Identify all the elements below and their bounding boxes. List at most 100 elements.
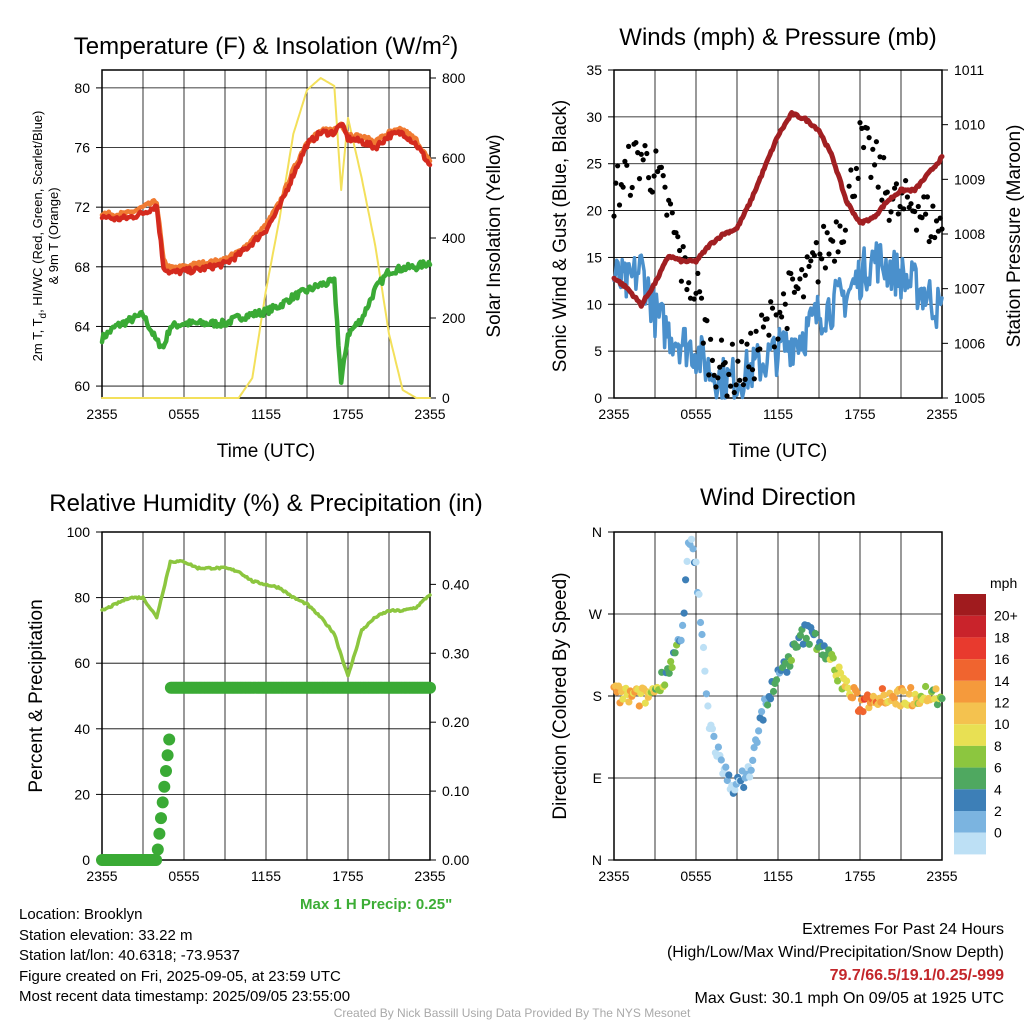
gust-point bbox=[658, 164, 665, 170]
y2-tick-label: 200 bbox=[442, 310, 466, 326]
colorbar-swatch bbox=[954, 594, 986, 616]
temperature-y2-label: Solar Insolation (Yellow) bbox=[484, 134, 505, 337]
gust-point bbox=[620, 184, 626, 190]
gust-point bbox=[691, 296, 697, 302]
gust-point bbox=[921, 194, 927, 200]
gust-point bbox=[933, 218, 940, 224]
gust-point bbox=[777, 309, 783, 315]
direction-point bbox=[614, 682, 623, 690]
direction-point bbox=[796, 631, 805, 639]
direction-point bbox=[772, 676, 781, 684]
y-tick-label: 76 bbox=[74, 140, 90, 156]
direction-point bbox=[758, 708, 766, 716]
y-tick-label: 80 bbox=[74, 590, 90, 606]
colorbar-label: 6 bbox=[994, 760, 1002, 776]
extremes-block: Extremes For Past 24 Hours (High/Low/Max… bbox=[667, 918, 1004, 1010]
x-tick-label: 1755 bbox=[844, 406, 875, 422]
plot-frame bbox=[101, 531, 431, 861]
y2-tick-label: 600 bbox=[442, 150, 466, 166]
direction-point bbox=[740, 783, 748, 792]
gust-point bbox=[799, 267, 805, 273]
x-tick-label: 0555 bbox=[168, 406, 199, 422]
direction-point bbox=[907, 684, 915, 692]
y-tick-label: W bbox=[589, 606, 603, 622]
gust-point bbox=[726, 371, 732, 377]
colorbar-label: 4 bbox=[994, 781, 1002, 797]
direction-point bbox=[753, 738, 761, 747]
recent-data-text: Most recent data timestamp: 2025/09/05 2… bbox=[19, 988, 351, 1005]
winds-y-label: Sonic Wind & Gust (Blue, Black) bbox=[550, 100, 571, 372]
gust-point bbox=[636, 176, 643, 182]
gust-point bbox=[728, 383, 734, 389]
gust-point bbox=[872, 162, 878, 168]
gust-point bbox=[626, 143, 632, 149]
gust-point bbox=[675, 234, 681, 240]
x-tick-label: 2355 bbox=[86, 406, 117, 422]
gust-point bbox=[811, 252, 818, 259]
humidity-line bbox=[100, 558, 432, 678]
x-tick-label: 1755 bbox=[332, 868, 363, 884]
direction-point bbox=[905, 690, 913, 698]
direction-y-label: Direction (Colored By Speed) bbox=[550, 572, 571, 819]
gust-point bbox=[851, 193, 858, 199]
direction-panel-title: Wind Direction bbox=[700, 484, 856, 511]
colorbar-swatch bbox=[954, 680, 986, 703]
direction-point bbox=[844, 684, 852, 692]
direction-point bbox=[802, 634, 810, 643]
gust-point bbox=[746, 364, 752, 370]
direction-point bbox=[932, 685, 940, 693]
direction-point bbox=[793, 643, 802, 651]
gust-point bbox=[797, 276, 803, 282]
direction-point bbox=[661, 681, 669, 689]
winds-panel-title: Winds (mph) & Pressure (mb) bbox=[619, 24, 936, 51]
direction-point bbox=[878, 685, 887, 693]
gust-point bbox=[884, 189, 890, 195]
y-tick-label: 100 bbox=[67, 524, 91, 540]
gust-point bbox=[706, 372, 712, 378]
gust-point bbox=[667, 201, 674, 207]
direction-point bbox=[848, 694, 857, 702]
direction-point bbox=[722, 763, 730, 771]
direction-point bbox=[787, 656, 796, 665]
gust-point bbox=[660, 173, 666, 179]
direction-point bbox=[746, 773, 754, 781]
gust-point bbox=[697, 289, 703, 295]
direction-point bbox=[641, 699, 649, 707]
direction-point bbox=[755, 727, 763, 735]
direction-point bbox=[708, 725, 717, 733]
direction-point bbox=[701, 667, 709, 675]
direction-point bbox=[692, 558, 700, 566]
elevation-text: Station elevation: 33.22 m bbox=[19, 926, 193, 944]
direction-point bbox=[710, 732, 718, 741]
x-tick-label: 1155 bbox=[763, 406, 793, 422]
gust-point bbox=[937, 215, 943, 221]
direction-point bbox=[682, 576, 690, 584]
colorbar-swatch bbox=[954, 724, 986, 746]
y-tick-label: 68 bbox=[74, 259, 90, 275]
y2-tick-label: 1010 bbox=[954, 117, 985, 133]
precip-point bbox=[161, 749, 174, 762]
gust-point bbox=[711, 372, 717, 378]
precip-point bbox=[153, 827, 166, 840]
max-precip-label: Max 1 H Precip: 0.25" bbox=[300, 896, 453, 913]
temperature-panel-title: Temperature (F) & Insolation (W/m2) bbox=[74, 32, 458, 60]
y-tick-label: 60 bbox=[74, 378, 90, 394]
gust-point bbox=[627, 192, 634, 198]
direction-point bbox=[714, 743, 723, 751]
gust-point bbox=[930, 203, 936, 209]
location-text: Location: Brooklyn bbox=[19, 906, 143, 923]
direction-point bbox=[783, 668, 791, 676]
gust-point bbox=[802, 272, 808, 278]
gust-point bbox=[759, 312, 765, 318]
direction-point bbox=[880, 691, 888, 699]
gust-point bbox=[915, 203, 921, 210]
direction-point bbox=[696, 618, 705, 627]
gust-point bbox=[819, 256, 825, 262]
gust-point bbox=[895, 211, 901, 217]
gust-point bbox=[808, 258, 814, 264]
winds-y2-label: Station Pressure (Maroon) bbox=[1004, 125, 1024, 348]
y2-tick-label: 1008 bbox=[954, 226, 985, 242]
colorbar-label: 16 bbox=[994, 651, 1010, 667]
